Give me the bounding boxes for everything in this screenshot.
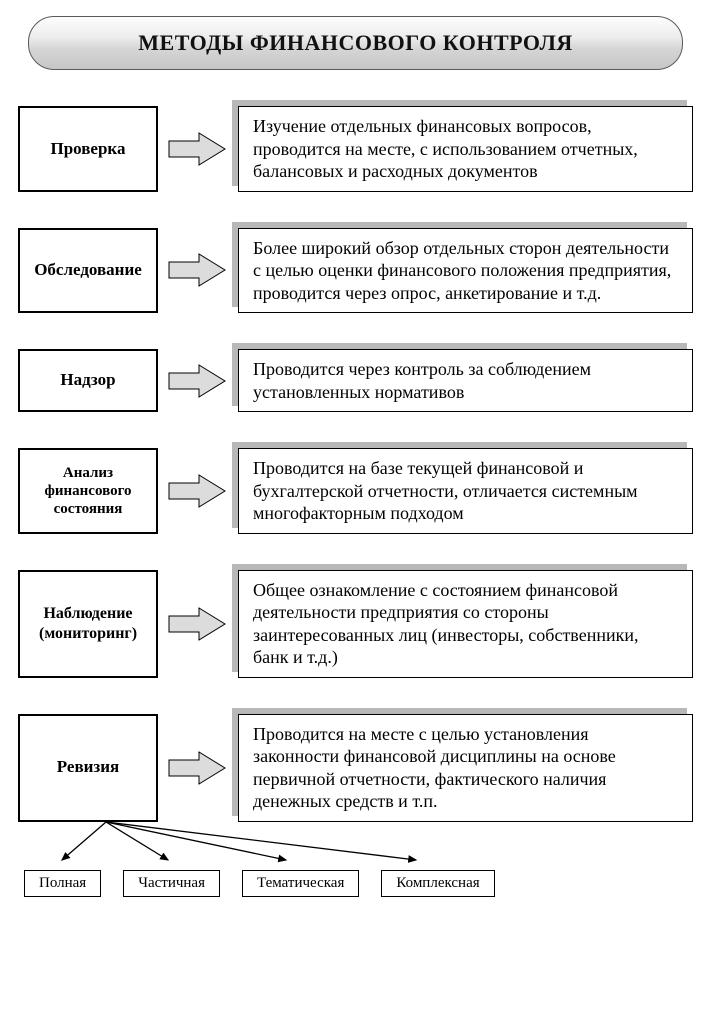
desc-box-proverka: Изучение отдельных финансовых вопросов, … [238, 106, 693, 192]
method-label: Ревизия [57, 757, 120, 777]
arrow-cell [158, 570, 238, 678]
desc-wrap: Общее ознакомление с состоянием финансов… [238, 570, 693, 678]
desc-wrap: Более широкий обзор отдельных сторон дея… [238, 228, 693, 314]
method-row-nadzor: Надзор Проводится через контроль за собл… [18, 349, 693, 412]
desc-text: Более широкий обзор отдельных сторон дея… [253, 237, 678, 305]
method-box-reviziya: Ревизия [18, 714, 158, 822]
subtype-box-tematicheskaya: Тематическая [242, 870, 359, 897]
subtype-label: Частичная [138, 875, 205, 891]
arrow-cell [158, 106, 238, 192]
subtype-box-chastichnaya: Частичная [123, 870, 220, 897]
subtype-box-polnaya: Полная [24, 870, 101, 897]
arrow-cell [158, 714, 238, 822]
desc-box-nadzor: Проводится через контроль за соблюдением… [238, 349, 693, 412]
desc-box-reviziya: Проводится на месте с целью установления… [238, 714, 693, 822]
method-row-proverka: Проверка Изучение отдельных финансовых в… [18, 106, 693, 192]
desc-box-analiz: Проводится на базе текущей финансовой и … [238, 448, 693, 534]
method-row-nablyudenie: Наблюдение (мониторинг) Общее ознакомлен… [18, 570, 693, 678]
desc-text: Проводится на месте с целью установления… [253, 723, 678, 813]
desc-text: Проводится через контроль за соблюдением… [253, 358, 678, 403]
arrow-right-icon [163, 129, 233, 169]
desc-wrap: Проводится на месте с целью установления… [238, 714, 693, 822]
arrow-cell [158, 349, 238, 412]
method-box-analiz: Анализ финансового состояния [18, 448, 158, 534]
method-row-obsledovanie: Обследование Более широкий обзор отдельн… [18, 228, 693, 314]
arrow-right-icon [163, 604, 233, 644]
arrow-cell [158, 228, 238, 314]
method-row-analiz: Анализ финансового состояния Проводится … [18, 448, 693, 534]
subtype-label: Комплексная [396, 875, 479, 891]
arrow-right-icon [163, 748, 233, 788]
desc-wrap: Проводится через контроль за соблюдением… [238, 349, 693, 412]
method-box-proverka: Проверка [18, 106, 158, 192]
arrow-right-icon [163, 471, 233, 511]
desc-text: Проводится на базе текущей финансовой и … [253, 457, 678, 525]
subtype-label: Полная [39, 875, 86, 891]
desc-wrap: Проводится на базе текущей финансовой и … [238, 448, 693, 534]
title-text: МЕТОДЫ ФИНАНСОВОГО КОНТРОЛЯ [138, 30, 572, 56]
desc-box-obsledovanie: Более широкий обзор отдельных сторон дея… [238, 228, 693, 314]
branch-arrows-icon [18, 822, 518, 864]
desc-text: Изучение отдельных финансовых вопросов, … [253, 115, 678, 183]
method-row-reviziya: Ревизия Проводится на месте с целью уста… [18, 714, 693, 822]
method-label: Надзор [60, 370, 115, 390]
method-label: Обследование [34, 260, 142, 280]
method-box-nadzor: Надзор [18, 349, 158, 412]
method-label: Анализ финансового состояния [26, 464, 150, 518]
arrow-right-icon [163, 361, 233, 401]
desc-wrap: Изучение отдельных финансовых вопросов, … [238, 106, 693, 192]
desc-box-nablyudenie: Общее ознакомление с состоянием финансов… [238, 570, 693, 678]
method-label: Проверка [51, 139, 126, 159]
method-box-nablyudenie: Наблюдение (мониторинг) [18, 570, 158, 678]
branch-arrows-area [18, 822, 693, 864]
arrow-cell [158, 448, 238, 534]
revision-subtypes-row: Полная Частичная Тематическая Комплексна… [18, 870, 693, 897]
arrow-right-icon [163, 250, 233, 290]
subtype-box-kompleksnaya: Комплексная [381, 870, 494, 897]
subtype-label: Тематическая [257, 875, 344, 891]
method-box-obsledovanie: Обследование [18, 228, 158, 314]
title-banner: МЕТОДЫ ФИНАНСОВОГО КОНТРОЛЯ [28, 16, 683, 70]
desc-text: Общее ознакомление с состоянием финансов… [253, 579, 678, 669]
method-label: Наблюдение (мониторинг) [26, 604, 150, 642]
